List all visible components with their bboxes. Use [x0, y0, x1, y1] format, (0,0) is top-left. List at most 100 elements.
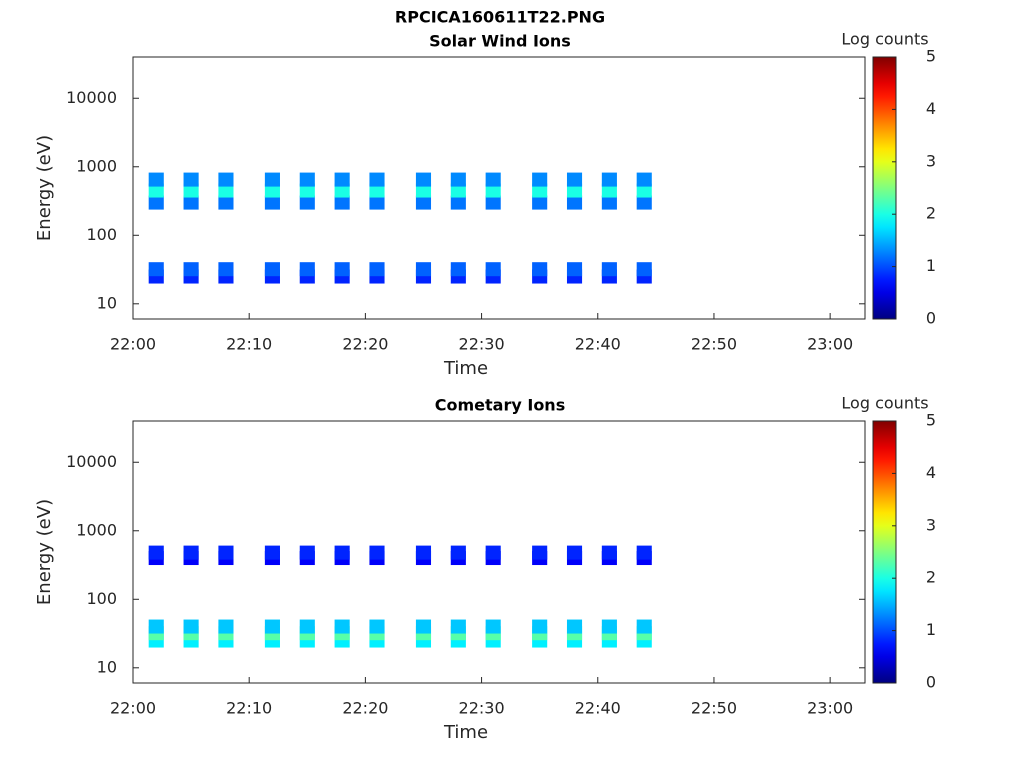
spectrogram-cell — [636, 183, 652, 198]
x-tick-label: 22:40 — [575, 699, 621, 718]
spectrogram-cell — [369, 183, 385, 198]
spectrogram-cell — [264, 183, 280, 198]
spectrogram-cell — [450, 545, 466, 560]
spectrogram-cell — [183, 172, 199, 187]
spectrogram-cell — [183, 619, 199, 634]
spectrogram-cell — [148, 195, 164, 210]
spectrogram-cell — [415, 172, 432, 187]
x-tick-label: 22:40 — [575, 335, 621, 354]
x-tick-label: 22:10 — [226, 699, 272, 718]
spectrogram-cell — [148, 545, 164, 560]
colorbar-tick-label: 4 — [926, 463, 936, 482]
x-tick-label: 22:50 — [691, 335, 737, 354]
spectrogram-cell — [485, 262, 501, 277]
spectrogram-cell — [415, 619, 432, 634]
spectrogram-cell — [148, 183, 164, 198]
colorbar — [872, 56, 897, 320]
spectrogram-cell — [334, 619, 350, 634]
spectrogram-cell — [450, 172, 466, 187]
spectrogram-cell — [566, 183, 583, 198]
spectrogram-cell — [218, 262, 234, 277]
spectrogram-cell — [450, 195, 466, 210]
spectrogram-cell — [264, 195, 280, 210]
colorbar-label: Log counts — [841, 30, 928, 49]
colorbar-tick-label: 4 — [926, 99, 936, 118]
spectrogram-cell — [415, 195, 432, 210]
spectrogram-cell — [218, 172, 234, 187]
colorbar-tick-label: 5 — [926, 47, 936, 66]
spectrogram-cell — [601, 183, 617, 198]
spectrogram-cell — [369, 195, 385, 210]
spectrogram-cell — [334, 195, 350, 210]
colorbar-tick-label: 1 — [926, 620, 936, 639]
figure-title: RPCICA160611T22.PNG — [395, 8, 605, 27]
x-axis-label: Time — [443, 722, 488, 743]
spectrogram-cell — [299, 545, 315, 560]
spectrogram-cell — [415, 545, 432, 560]
spectrogram-cell — [601, 172, 617, 187]
spectrogram-cell — [218, 619, 234, 634]
spectrogram-cell — [148, 172, 164, 187]
spectrogram-cell — [299, 262, 315, 277]
spectrogram-cell — [636, 262, 652, 277]
spectrogram-cell — [450, 183, 466, 198]
x-tick-label: 22:00 — [110, 699, 156, 718]
spectrogram-cell — [601, 195, 617, 210]
y-tick-label: 100 — [86, 225, 117, 244]
spectrogram-cell — [532, 183, 548, 198]
x-tick-label: 22:20 — [342, 335, 388, 354]
spectrogram-cell — [532, 619, 548, 634]
spectrogram-cell — [334, 172, 350, 187]
x-tick-label: 22:00 — [110, 335, 156, 354]
y-tick-label: 100 — [86, 589, 117, 608]
colorbar — [872, 420, 897, 684]
y-tick-label: 1000 — [76, 520, 117, 539]
colorbar-tick-label: 3 — [926, 515, 936, 534]
spectrogram-cell — [415, 183, 432, 198]
x-tick-label: 22:10 — [226, 335, 272, 354]
spectrogram-cell — [299, 195, 315, 210]
y-tick-label: 1000 — [76, 156, 117, 175]
x-tick-label: 22:50 — [691, 699, 737, 718]
colorbar-tick-label: 0 — [926, 309, 936, 328]
spectrogram-cell — [264, 545, 280, 560]
spectrogram-cell — [532, 545, 548, 560]
y-tick-label: 10 — [97, 657, 117, 676]
spectrogram-cell — [485, 172, 501, 187]
spectrogram-cell — [566, 262, 583, 277]
spectrogram-cell — [532, 172, 548, 187]
spectrogram-cell — [218, 195, 234, 210]
spectrogram-cell — [183, 545, 199, 560]
spectrogram-cell — [532, 262, 548, 277]
colorbar-tick-label: 2 — [926, 204, 936, 223]
axes-box — [132, 420, 866, 684]
spectrogram-cell — [636, 619, 652, 634]
x-axis-label: Time — [443, 358, 488, 379]
spectrogram-cell — [636, 195, 652, 210]
spectrogram-cell — [183, 262, 199, 277]
spectrogram-cell — [601, 262, 617, 277]
spectrogram-cell — [299, 619, 315, 634]
x-tick-label: 23:00 — [807, 699, 853, 718]
colorbar-tick-label: 0 — [926, 673, 936, 692]
spectrogram-cell — [334, 183, 350, 198]
x-tick-label: 22:30 — [459, 335, 505, 354]
y-axis-label: Energy (eV) — [34, 499, 55, 605]
x-tick-label: 23:00 — [807, 335, 853, 354]
axes-box — [132, 56, 866, 320]
spectrogram-cell — [183, 183, 199, 198]
spectrogram-cell — [369, 172, 385, 187]
colorbar-tick-label: 2 — [926, 568, 936, 587]
y-tick-label: 10 — [97, 293, 117, 312]
plot-area — [148, 172, 652, 284]
spectrogram-cell — [369, 262, 385, 277]
spectrogram-cell — [601, 545, 617, 560]
spectrogram-cell — [485, 619, 501, 634]
spectrogram-cell — [636, 172, 652, 187]
colorbar-tick-label: 5 — [926, 411, 936, 430]
spectrogram-cell — [183, 195, 199, 210]
spectrogram-cell — [566, 195, 583, 210]
spectrogram-cell — [485, 183, 501, 198]
spectrogram-cell — [636, 545, 652, 560]
